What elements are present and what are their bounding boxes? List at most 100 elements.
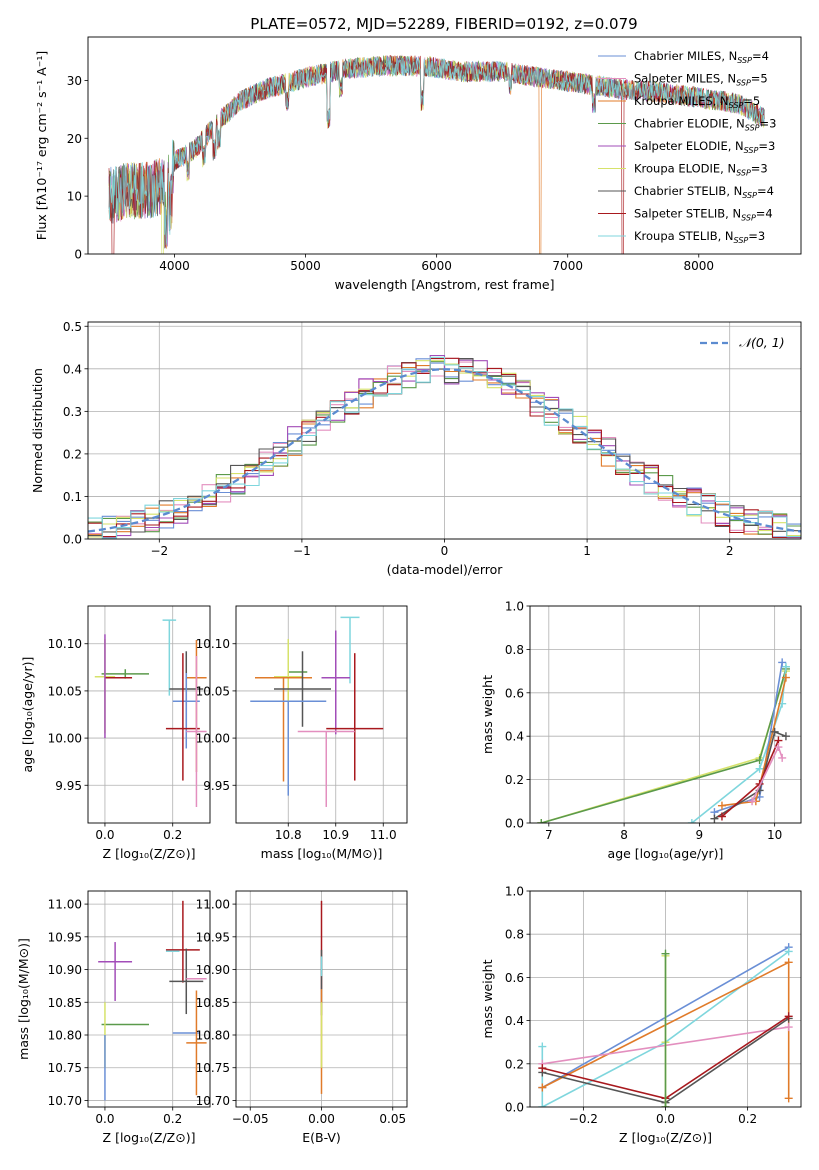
y-tick-label: 10.90 (48, 963, 82, 977)
weight-marker (717, 812, 726, 821)
legend: Chabrier MILES, NSSP=4 Salpeter MILES, NS… (598, 49, 776, 245)
y-tick-label: 0.3 (63, 405, 82, 419)
x-tick-label: −0.2 (569, 1112, 598, 1126)
weight-marker (778, 753, 787, 762)
y-tick-label: 10.85 (48, 996, 82, 1010)
legend-label: 𝒩(0, 1) (739, 335, 785, 350)
y-tick-label: 10.00 (48, 732, 82, 746)
weight-marker (687, 819, 696, 823)
panel-mass-vs-Z: 0.0 0.2 10.70 10.75 10.80 10.85 10.90 10.95 11.0… (16, 890, 211, 1145)
figure-title: PLATE=0572, MJD=52289, FIBERID=0192, z=0… (250, 15, 637, 33)
legend-label: Chabrier MILES, NSSP=4 (634, 49, 769, 65)
y-tick-label: 10.05 (196, 684, 230, 698)
y-tick-label: 9.95 (55, 779, 82, 793)
x-tick-label: 2 (726, 544, 734, 558)
y-tick-label: 0.2 (63, 447, 82, 461)
x-tick-label: −0.05 (232, 1112, 269, 1126)
y-axis-label: mass weight (480, 959, 495, 1038)
y-tick-label: 0.8 (505, 643, 524, 657)
weight-marker (538, 1103, 547, 1107)
legend-label: Salpeter ELODIE, NSSP=3 (634, 139, 775, 155)
y-tick-label: 0.1 (63, 490, 82, 504)
y-tick-label: 10.75 (48, 1061, 82, 1075)
y-tick-label: 0.4 (505, 730, 524, 744)
y-axis-label: mass weight (480, 675, 495, 754)
y-tick-label: 0.0 (505, 1101, 524, 1115)
y-tick-label: 0.2 (505, 773, 524, 787)
x-tick-label: 7 (545, 828, 553, 842)
y-tick-label: 10.95 (48, 930, 82, 944)
y-tick-label: 10.10 (48, 637, 82, 651)
legend-label: Chabrier STELIB, NSSP=4 (634, 184, 774, 200)
panel-age-vs-mass: 10.8 10.9 11.0 9.95 10.00 10.05 10.10 mass [log… (196, 605, 408, 861)
weight-marker (538, 1042, 547, 1051)
weight-marker (784, 1023, 793, 1032)
y-tick-label: 0.6 (505, 686, 524, 700)
legend-label: Chabrier ELODIE, NSSP=3 (634, 117, 776, 133)
x-tick-label: 0.00 (308, 1112, 335, 1126)
y-tick-label: 1.0 (505, 600, 524, 614)
x-axis-label: wavelength [Angstrom, rest frame] (334, 277, 554, 292)
weight-marker (748, 797, 757, 806)
y-tick-label: 0.4 (505, 1014, 524, 1028)
y-tick-label: 10.85 (196, 996, 230, 1010)
weight-line (713, 730, 787, 820)
y-axis-label: Normed distribution (30, 368, 45, 493)
y-axis-label: Flux [fλ10⁻¹⁷ erg cm⁻² s⁻¹ A⁻¹] (34, 51, 49, 240)
y-tick-label: 10.80 (196, 1029, 230, 1043)
y-tick-label: 0.8 (505, 928, 524, 942)
x-tick-label: 0.2 (163, 828, 182, 842)
weight-marker (717, 801, 726, 810)
y-tick-label: 0.0 (505, 817, 524, 831)
legend-label: Kroupa STELIB, NSSP=3 (634, 229, 765, 245)
panel-mass-weight-vs-age: 7 8 9 10 0.0 0.2 0.4 0.6 0.8 1.0 age [log₁₀(age/yr… (480, 600, 802, 861)
weight-line (541, 950, 790, 1107)
grid (530, 605, 801, 824)
y-tick-label: 0.5 (63, 320, 82, 334)
weight-marker (710, 814, 719, 823)
x-tick-label: 10 (767, 828, 782, 842)
x-tick-label: 8 (620, 828, 628, 842)
x-tick-label: 1 (583, 544, 591, 558)
legend: 𝒩(0, 1) (700, 335, 785, 350)
weight-marker (781, 732, 790, 741)
x-tick-label: 8000 (683, 259, 714, 273)
panel-mass-weight-vs-Z: −0.2 0.0 0.2 0.0 0.2 0.4 0.6 0.8 1.0 Z [log₁₀(Z/Z… (480, 885, 802, 1145)
axes-frame (87, 890, 211, 1108)
x-tick-label: −1 (293, 544, 311, 558)
x-axis-label: Z [log₁₀(Z/Z⊙)] (103, 846, 196, 861)
legend-label: Kroupa MILES, NSSP=5 (634, 94, 760, 110)
panel-residuals: −2 −1 0 1 2 0.0 0.1 0.2 0.3 0.4 0.5 (data-model)/er… (30, 320, 802, 577)
axes-frame (529, 605, 802, 824)
plot-area (88, 354, 801, 539)
x-tick-label: 0.05 (379, 1112, 406, 1126)
plot-area (537, 658, 790, 823)
y-tick-label: 9.95 (203, 779, 230, 793)
weight-marker (784, 1094, 793, 1103)
x-axis-label: Z [log₁₀(Z/Z⊙)] (619, 1130, 712, 1145)
x-tick-label: 5000 (290, 259, 321, 273)
x-tick-label: 10.9 (322, 828, 349, 842)
panel-age-vs-Z: 0.0 0.2 9.95 10.00 10.05 10.10 Z [log₁₀(Z/Z⊙)]… (20, 605, 211, 861)
y-tick-label: 10.90 (196, 963, 230, 977)
weight-marker (661, 1103, 670, 1107)
y-tick-label: 10 (67, 190, 82, 204)
x-tick-label: 4000 (159, 259, 190, 273)
x-tick-label: 0.0 (95, 828, 114, 842)
histogram-step (88, 356, 801, 539)
histogram-step (88, 358, 801, 537)
x-axis-label: age [log₁₀(age/yr)] (608, 846, 724, 861)
x-tick-label: 6000 (421, 259, 452, 273)
weight-marker (784, 1012, 793, 1021)
axes-frame (87, 605, 211, 824)
y-tick-label: 11.00 (196, 898, 230, 912)
x-tick-label: 0.2 (163, 1112, 182, 1126)
y-tick-label: 1.0 (505, 885, 524, 899)
weight-marker (770, 727, 779, 736)
x-tick-label: 0.2 (738, 1112, 757, 1126)
x-axis-label: mass [log₁₀(M/M⊙)] (261, 846, 383, 861)
axes-frame (235, 605, 408, 824)
plot-area (108, 54, 765, 254)
weight-marker (538, 1064, 547, 1073)
